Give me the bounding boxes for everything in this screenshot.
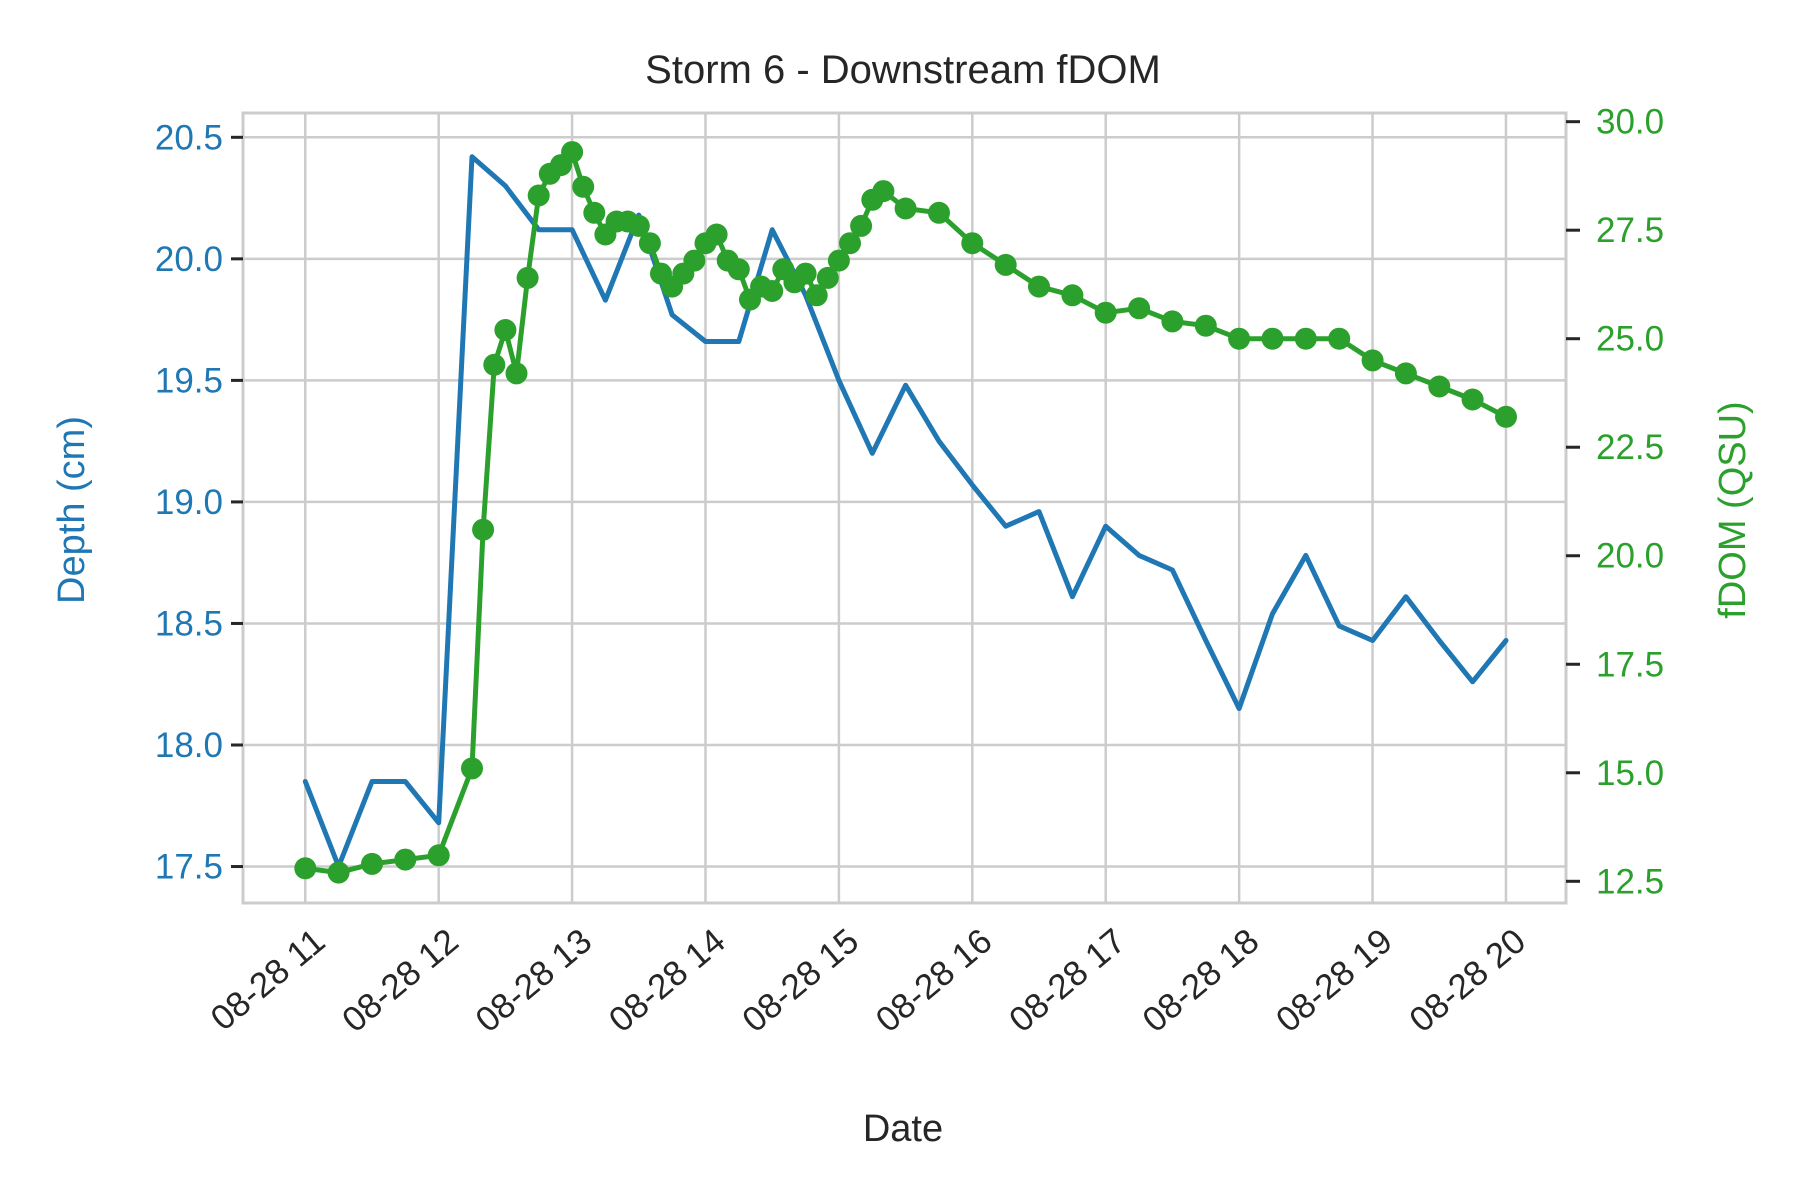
fdom-data-point <box>494 319 517 341</box>
chart-title: Storm 6 - Downstream fDOM <box>645 48 1161 92</box>
fdom-data-point <box>850 214 873 237</box>
y-right-tick-label: 22.5 <box>1596 428 1664 467</box>
fdom-data-point <box>816 266 839 289</box>
y-left-tick-label: 20.5 <box>155 118 223 157</box>
fdom-data-point <box>1495 405 1517 428</box>
fdom-data-point <box>683 249 706 272</box>
x-axis-title: Date <box>863 1108 943 1150</box>
fdom-data-point <box>727 258 750 281</box>
y-right-tick-label: 30.0 <box>1596 103 1664 142</box>
y-right-tick-label: 17.5 <box>1596 645 1664 684</box>
depth-series-line <box>302 154 1509 869</box>
fdom-data-point <box>527 184 550 207</box>
plot-frame <box>241 111 1568 905</box>
fdom-data-point <box>561 141 584 164</box>
fdom-data-point <box>361 852 383 875</box>
fdom-data-point <box>427 844 450 867</box>
fdom-data-point <box>394 848 417 871</box>
fdom-data-point <box>1228 327 1251 350</box>
fdom-data-point <box>472 518 495 541</box>
series-layer <box>294 141 1517 884</box>
fdom-data-point <box>505 362 528 385</box>
fdom-data-point <box>461 757 483 780</box>
y-left-tick-label: 19.5 <box>155 361 223 400</box>
fdom-data-point <box>1128 297 1151 320</box>
y-left-tick-label: 18.0 <box>155 726 223 765</box>
fdom-data-point <box>827 249 850 272</box>
fdom-data-point <box>1328 327 1351 350</box>
fdom-data-point <box>583 201 606 224</box>
y-right-tick-label: 20.0 <box>1596 537 1664 576</box>
fdom-data-point <box>928 201 950 224</box>
fdom-data-point <box>1194 314 1217 337</box>
fdom-data-point <box>872 180 895 203</box>
fdom-data-point <box>1094 301 1117 324</box>
fdom-data-point <box>805 284 828 307</box>
fdom-data-point <box>627 214 650 237</box>
fdom-data-point <box>1461 388 1484 411</box>
fdom-data-point <box>705 223 728 246</box>
fdom-data-point <box>894 197 917 220</box>
y-left-tick-label: 17.5 <box>155 848 223 887</box>
fdom-data-point <box>1261 327 1284 350</box>
fdom-data-point <box>994 253 1017 276</box>
fdom-data-point <box>1294 327 1317 350</box>
fdom-data-point <box>638 232 661 255</box>
fdom-data-point <box>516 266 539 289</box>
fdom-data-point <box>294 857 317 880</box>
fdom-data-point <box>1061 284 1084 307</box>
grid <box>243 113 1566 903</box>
y-right-tick-label: 27.5 <box>1596 211 1664 250</box>
fdom-data-point <box>794 262 817 285</box>
fdom-data-point <box>1161 310 1184 333</box>
fdom-data-point <box>327 861 350 884</box>
fdom-data-point <box>961 232 984 255</box>
fdom-data-point <box>1028 275 1050 298</box>
y-right-tick-label: 25.0 <box>1596 320 1664 359</box>
y-left-tick-label: 19.0 <box>155 483 223 522</box>
fdom-data-point <box>1361 349 1384 372</box>
y-axis-right-title: fDOM (QSU) <box>1712 401 1754 618</box>
fdom-data-point <box>483 353 506 376</box>
fdom-data-point <box>839 232 861 255</box>
fdom-data-point <box>761 280 784 302</box>
y-right-tick-label: 15.0 <box>1596 754 1664 793</box>
y-left-tick-label: 18.5 <box>155 604 223 643</box>
y-right-tick-label: 12.5 <box>1596 862 1664 901</box>
fdom-data-point <box>1394 362 1417 385</box>
fdom-data-point <box>1428 375 1451 398</box>
y-axis-left-title: Depth (cm) <box>51 416 93 604</box>
y-left-tick-label: 20.0 <box>155 240 223 279</box>
fdom-data-point <box>572 175 595 198</box>
